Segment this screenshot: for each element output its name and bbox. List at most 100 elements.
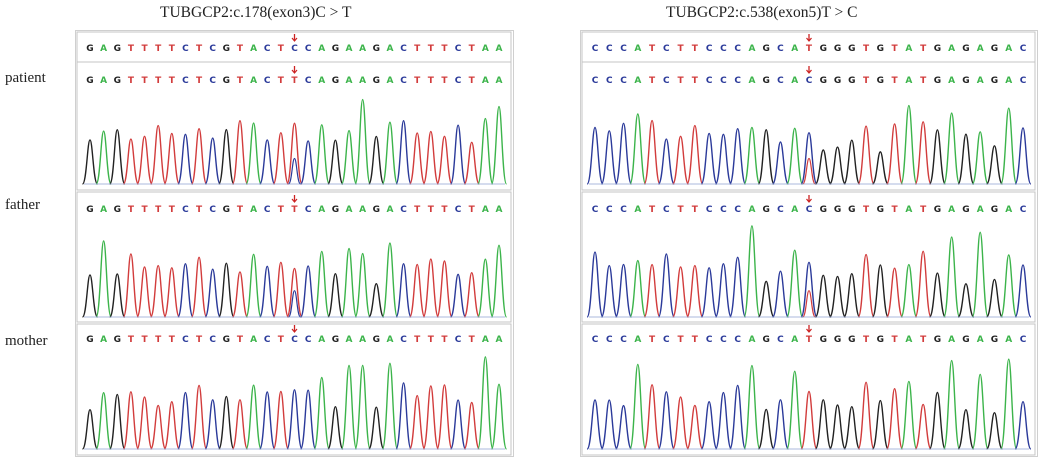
base-call: G xyxy=(962,335,969,345)
base-call: G xyxy=(834,205,841,215)
base-call: A xyxy=(948,205,955,215)
base-call: C xyxy=(305,76,312,86)
base-call: C xyxy=(777,205,784,215)
base-call: C xyxy=(291,44,298,54)
base-call: A xyxy=(791,335,798,345)
trace-peak xyxy=(600,130,618,185)
variant-marker-icon xyxy=(291,34,298,42)
trace-peak xyxy=(109,273,126,318)
base-call: A xyxy=(634,335,641,345)
trace-peak xyxy=(1014,264,1032,318)
base-call: G xyxy=(877,76,884,86)
trace-patient xyxy=(586,104,1032,185)
trace-peak xyxy=(422,130,440,185)
row-frame xyxy=(581,191,1036,323)
base-call: T xyxy=(141,76,148,86)
base-call: G xyxy=(820,76,827,86)
base-call: C xyxy=(606,44,613,54)
base-call: T xyxy=(441,44,448,54)
base-call: T xyxy=(155,205,162,215)
trace-peak xyxy=(672,266,690,318)
trace-peak xyxy=(259,265,276,318)
base-call: T xyxy=(278,44,285,54)
base-call: G xyxy=(934,335,941,345)
base-call: A xyxy=(791,205,798,215)
base-call: G xyxy=(991,335,998,345)
trace-peak xyxy=(914,250,932,318)
trace-peak xyxy=(313,124,330,185)
base-call: T xyxy=(649,205,656,215)
variant-marker-icon xyxy=(806,195,812,203)
base-call: A xyxy=(386,44,393,54)
base-call: T xyxy=(414,205,421,215)
trace-peak xyxy=(436,135,453,185)
trace-peak xyxy=(800,261,818,318)
trace-peak xyxy=(409,132,426,185)
row-frame xyxy=(76,31,512,191)
base-call: T xyxy=(892,44,899,54)
trace-peak xyxy=(231,271,249,318)
base-call: T xyxy=(892,205,899,215)
base-call: C xyxy=(734,205,741,215)
trace-peak xyxy=(843,272,861,318)
base-call: C xyxy=(305,205,312,215)
base-call: G xyxy=(114,76,121,86)
base-call: A xyxy=(791,44,798,54)
trace-peak xyxy=(657,138,675,185)
trace-peak xyxy=(245,384,262,450)
base-call: G xyxy=(834,44,841,54)
base-call: T xyxy=(692,335,699,345)
trace-peak xyxy=(463,401,480,450)
base-call: T xyxy=(169,44,176,54)
trace-peak xyxy=(743,364,761,450)
trace-peak xyxy=(190,256,208,318)
left-chromatogram-svg: G A G T T T T C T C G T A C T C C A G A A G A C T T T C T A AG A G T T T T C T… xyxy=(76,31,512,456)
trace-peak xyxy=(800,131,818,185)
base-call: C xyxy=(606,76,613,86)
base-call: G xyxy=(820,205,827,215)
trace-peak xyxy=(490,105,508,185)
base-call: C xyxy=(606,205,613,215)
base-call: A xyxy=(346,44,353,54)
base-call: T xyxy=(678,44,685,54)
base-call: C xyxy=(182,205,189,215)
base-call: T xyxy=(155,76,162,86)
trace-peak xyxy=(436,260,453,318)
trace-peak xyxy=(477,117,494,185)
base-call: T xyxy=(863,205,870,215)
trace-peak xyxy=(1000,107,1018,185)
trace-peak xyxy=(136,266,153,318)
base-call: C xyxy=(663,76,670,86)
trace-peak xyxy=(957,133,975,185)
base-call: G xyxy=(373,205,380,215)
trace-peak xyxy=(327,405,344,450)
base-call: C xyxy=(264,44,271,54)
base-call: T xyxy=(692,205,699,215)
base-call: G xyxy=(834,76,841,86)
trace-peak xyxy=(657,391,675,450)
trace-peak xyxy=(614,404,633,450)
trace-peak xyxy=(218,128,235,185)
trace-peak xyxy=(886,267,904,318)
base-call: G xyxy=(962,76,969,86)
base-call: C xyxy=(592,44,599,54)
trace-peak xyxy=(368,406,385,450)
base-call: T xyxy=(169,335,176,345)
trace-father xyxy=(586,225,1032,318)
trace-peak xyxy=(409,394,426,450)
trace-peak xyxy=(786,249,804,318)
base-call: C xyxy=(620,205,627,215)
base-call: T xyxy=(196,205,203,215)
base-call: G xyxy=(991,76,998,86)
base-call: C xyxy=(806,205,813,215)
base-call: A xyxy=(482,335,489,345)
base-call: A xyxy=(359,76,366,86)
base-call: T xyxy=(141,335,148,345)
trace-peak xyxy=(231,119,249,185)
base-call: A xyxy=(977,335,984,345)
trace-peak xyxy=(299,389,317,450)
base-call: T xyxy=(169,205,176,215)
base-call: G xyxy=(877,205,884,215)
base-call: C xyxy=(182,44,189,54)
trace-peak xyxy=(177,263,194,318)
